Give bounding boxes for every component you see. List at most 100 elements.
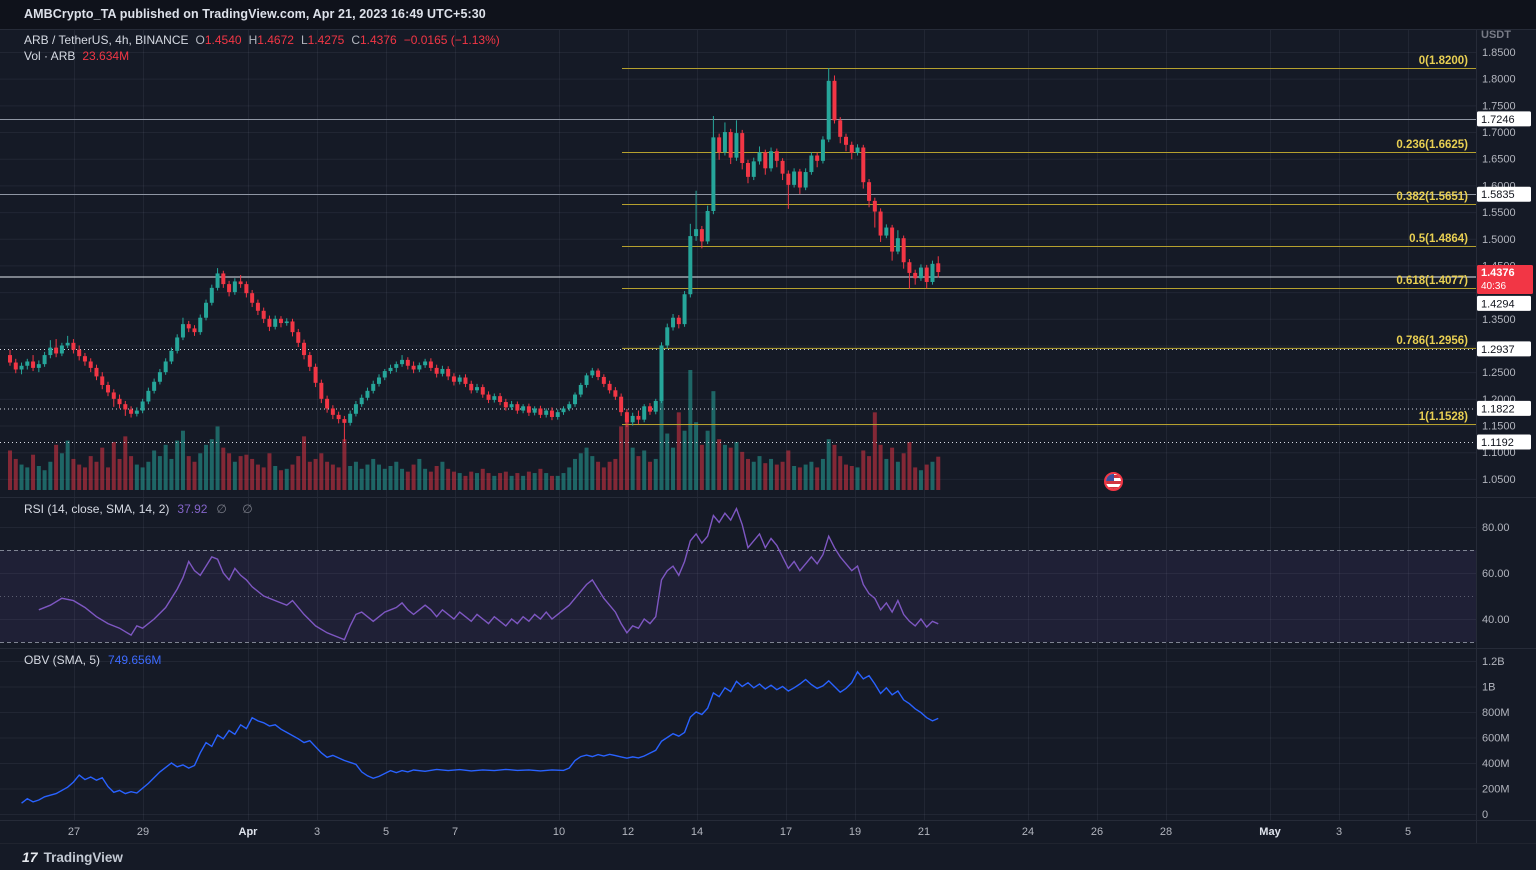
ohlc-letter: C (351, 33, 360, 47)
fib-retracement[interactable]: 0(1.8200) 0.236(1.6625) 0.382(1.5651) 0.5(1… (622, 55, 1476, 426)
volume-bar (763, 463, 768, 490)
candle-body (694, 229, 699, 237)
volume-bar (769, 458, 774, 490)
obv-legend-row[interactable]: OBV (SMA, 5) 749.656M (24, 653, 161, 667)
candle-body (296, 332, 301, 343)
axis-tick-label: 80.00 (1482, 522, 1510, 534)
candle-body (451, 376, 456, 382)
volume-legend-row[interactable]: Vol · ARB 23.634M (24, 49, 129, 63)
candle-body (31, 361, 36, 368)
volume-bar (123, 436, 128, 490)
price-level-badge (1477, 186, 1531, 202)
time-axis-label: 3 (314, 826, 320, 838)
symbol-title[interactable]: ARB / TetherUS, 4h, BINANCE (24, 33, 189, 47)
candle-body (717, 137, 722, 153)
volume-bar (313, 458, 318, 490)
candle-body (100, 376, 105, 385)
candle-body (428, 361, 433, 368)
volume-bar (157, 456, 162, 490)
price-level-badge (1477, 295, 1531, 311)
us-flag-marker-icon[interactable] (1104, 472, 1123, 491)
candle-body (106, 384, 111, 393)
symbol-legend-row[interactable]: ARB / TetherUS, 4h, BINANCE O1.4540 H1.467… (24, 33, 500, 47)
candle-body (278, 318, 283, 324)
volume-bar (244, 454, 249, 490)
candle-body (636, 415, 641, 420)
candle-body (25, 361, 30, 366)
candle-body (111, 392, 116, 399)
volume-bar (682, 430, 687, 490)
volume-bar (596, 461, 601, 490)
ohlc-values: O1.4540 H1.4672 L1.4275 C1.4376 (189, 33, 397, 47)
time-axis-label: 17 (780, 826, 792, 838)
candle-body (584, 375, 589, 385)
axis-tick-label: 1.8000 (1482, 74, 1516, 86)
candle-body (936, 263, 941, 273)
volume-bar (192, 461, 197, 490)
volume-bar (532, 473, 537, 490)
volume-bar (77, 464, 82, 490)
candle-body (872, 200, 877, 212)
axis-tick-label: 1.5835 (1481, 189, 1515, 201)
candle-body (325, 398, 330, 409)
candle-body (820, 139, 825, 161)
volume-bar (590, 456, 595, 490)
volume-bar (371, 458, 376, 490)
volume-bar (486, 473, 491, 490)
rsi-legend-row[interactable]: RSI (14, close, SMA, 14, 2) 37.92 ∅ ∅ (24, 502, 259, 516)
fib-label: 0.382(1.5651) (1396, 191, 1468, 203)
candle-body (740, 133, 745, 163)
volume-bar (25, 467, 30, 490)
volume-bar (13, 458, 18, 490)
footer-bar: 17 TradingView (0, 843, 1536, 870)
tradingview-logo[interactable]: 17 TradingView (22, 849, 123, 865)
volume-bar (751, 461, 756, 490)
volume-bar (446, 468, 451, 490)
volume-bar (699, 444, 704, 490)
candle-body (757, 152, 762, 162)
volume-bar (134, 464, 139, 490)
candle-body (163, 361, 168, 373)
price-axis[interactable]: USDT1.85001.80001.75001.70001.65001.6000… (1477, 29, 1531, 821)
time-axis-label: May (1259, 826, 1281, 838)
rsi-label: RSI (14, close, SMA, 14, 2) (24, 502, 170, 516)
volume-bar (711, 391, 716, 490)
ohlc-letter: H (248, 33, 258, 47)
axis-tick-label: 1.7246 (1481, 114, 1515, 126)
volume-bar (526, 471, 531, 490)
horizontal-gridlines (0, 51, 1476, 815)
volume-bar (521, 475, 526, 490)
volume-bar (780, 461, 785, 490)
volume-bar (215, 426, 220, 490)
volume-bar (221, 447, 226, 490)
candle-body (578, 384, 583, 395)
candle-body (88, 361, 93, 368)
candle-body (826, 80, 831, 140)
volume-bar (694, 422, 699, 490)
candlesticks[interactable] (8, 68, 941, 442)
volume-bars[interactable] (8, 369, 941, 490)
change-value: −0.0165 (−1.13%) (403, 33, 500, 47)
candle-body (221, 273, 226, 285)
candle-body (238, 281, 243, 285)
axis-tick-label: 1.2500 (1482, 367, 1516, 379)
volume-bar (8, 450, 12, 490)
fib-label: 0.618(1.4077) (1396, 275, 1468, 287)
volume-bar (36, 465, 41, 490)
candle-body (480, 387, 485, 395)
volume-bar (457, 473, 462, 490)
candle-body (515, 404, 520, 411)
horizontal-price-rays[interactable] (0, 118, 1476, 443)
candle-body (832, 80, 837, 121)
volume-bar (584, 447, 589, 490)
candle-body (573, 394, 578, 405)
time-axis[interactable]: 27 29 Apr 3 5 7 10 12 14 17 19 21 24 26 28 May 3 5 (68, 826, 1411, 838)
obv-pane[interactable] (21, 670, 939, 804)
axis-tick-label: 600M (1482, 733, 1510, 745)
volume-bar (129, 456, 134, 490)
volume-bar (740, 451, 745, 490)
candle-body (192, 328, 197, 333)
rsi-pane[interactable] (0, 506, 1476, 643)
volume-bar (376, 464, 381, 490)
